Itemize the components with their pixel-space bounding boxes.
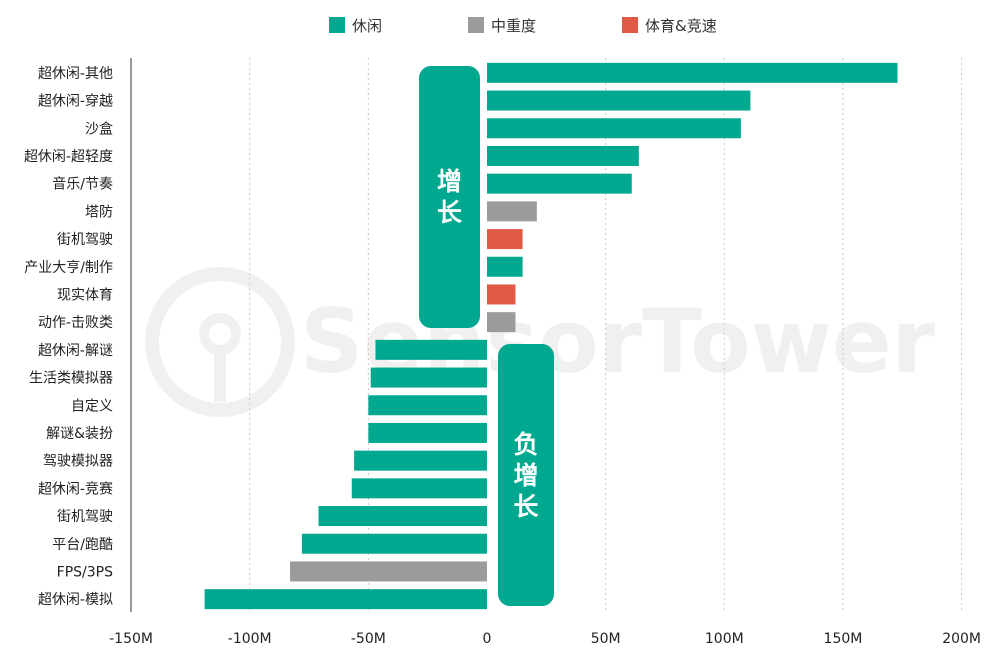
- legend-label-midcore: 中重度: [491, 16, 537, 35]
- bar: [370, 367, 487, 388]
- x-tick-label: 150M: [824, 631, 863, 647]
- legend-swatch-casual: [329, 17, 345, 33]
- category-label: FPS/3PS: [57, 564, 113, 580]
- category-label: 沙盒: [85, 120, 113, 137]
- growth-callout: 增长: [419, 66, 480, 328]
- bar: [375, 339, 487, 360]
- bar: [487, 173, 632, 194]
- legend-item-casual: 休闲: [329, 14, 382, 36]
- bar: [487, 145, 639, 166]
- category-label: 现实体育: [57, 287, 113, 303]
- x-tick-label: 50M: [591, 631, 621, 647]
- category-label: 自定义: [71, 398, 113, 414]
- category-label: 超休闲-超轻度: [24, 149, 113, 165]
- bar: [487, 312, 516, 333]
- category-label: 塔防: [85, 204, 113, 220]
- category-label: 超休闲-解谜: [38, 343, 113, 359]
- x-tick-label: -50M: [351, 631, 386, 647]
- category-label: 解谜&装扮: [46, 426, 113, 442]
- bar: [487, 256, 523, 277]
- legend-item-sports-racing: 体育&竞速: [622, 14, 717, 36]
- bar: [487, 118, 741, 139]
- category-label: 超休闲-其他: [38, 66, 113, 82]
- x-tick-label: 0: [483, 631, 492, 647]
- bar: [354, 450, 487, 471]
- legend-label-casual: 休闲: [352, 16, 383, 35]
- bar: [351, 478, 487, 499]
- x-tick-label: 100M: [705, 631, 744, 647]
- category-label: 街机驾驶: [57, 509, 113, 525]
- legend-swatch-sports-racing: [622, 17, 638, 33]
- category-label: 动作-击败类: [38, 315, 113, 331]
- category-label: 音乐/节奏: [52, 176, 113, 193]
- bar: [487, 229, 523, 250]
- category-label: 驾驶模拟器: [43, 454, 113, 470]
- x-tick-label: -100M: [228, 631, 272, 647]
- category-label: 平台/跑酷: [52, 537, 113, 553]
- category-label: 超休闲-穿越: [38, 94, 113, 110]
- bar: [368, 395, 487, 416]
- bar: [318, 506, 487, 527]
- bar: [204, 589, 487, 610]
- bar: [487, 90, 751, 111]
- bar: [301, 533, 487, 554]
- negative-growth-callout: 负增长: [498, 344, 554, 606]
- legend-label-sports-racing: 体育&竞速: [645, 16, 717, 35]
- category-label: 产业大亨/制作: [24, 259, 113, 276]
- legend-swatch-midcore: [468, 17, 484, 33]
- x-tick-label: 200M: [942, 631, 981, 647]
- bar: [487, 284, 516, 305]
- category-label: 生活类模拟器: [29, 371, 113, 387]
- category-label: 街机驾驶: [57, 232, 113, 248]
- growth-callout-text: 增长: [436, 167, 462, 227]
- x-tick-label: -150M: [109, 631, 153, 647]
- category-label: 超休闲-模拟: [38, 592, 113, 608]
- bar: [290, 561, 487, 582]
- bar: [487, 201, 537, 222]
- negative-growth-callout-text: 负增长: [513, 429, 539, 521]
- bar: [368, 422, 487, 443]
- bar: [487, 62, 898, 83]
- legend-item-midcore: 中重度: [468, 14, 536, 36]
- category-label: 超休闲-竞赛: [38, 480, 113, 497]
